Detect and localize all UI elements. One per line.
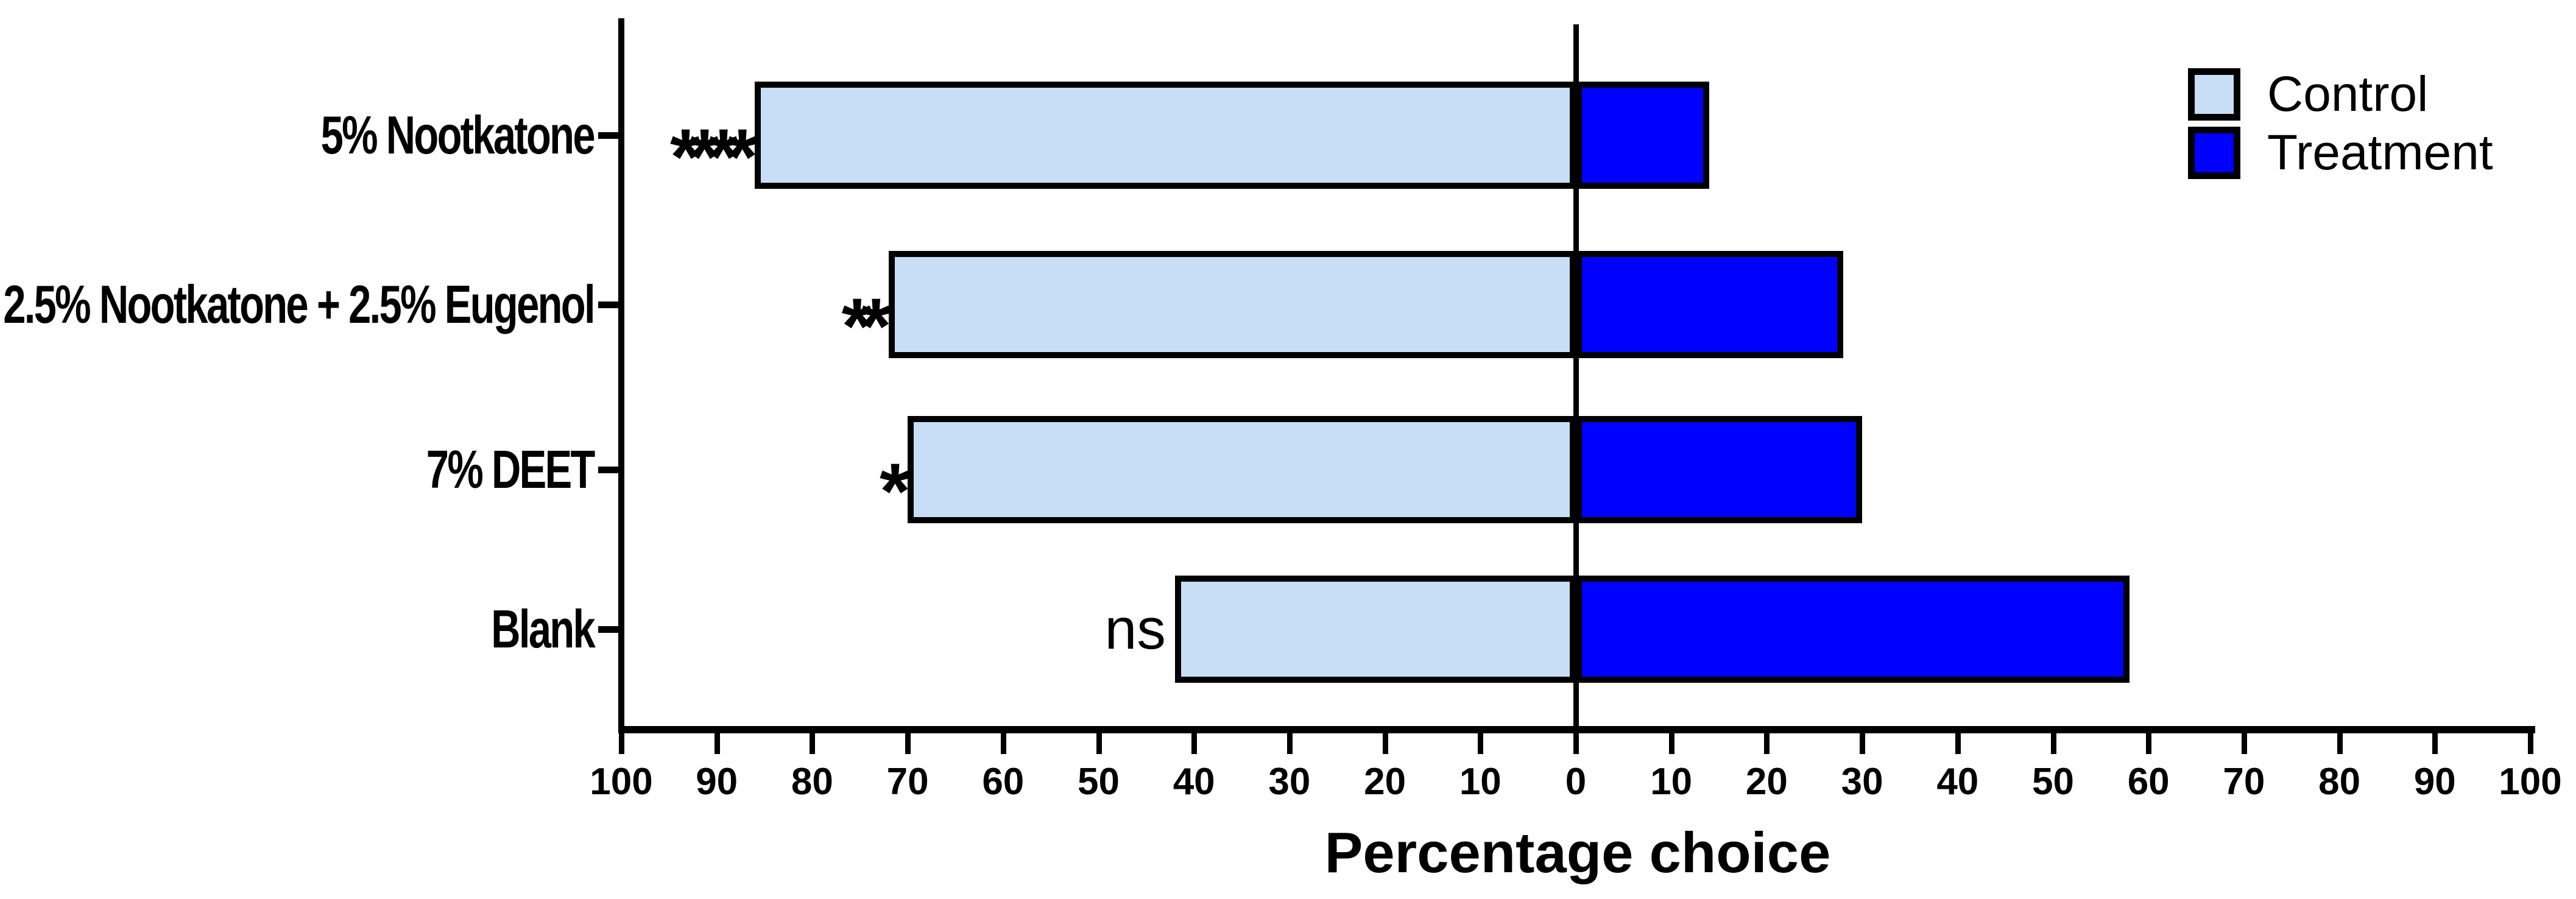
category-label-5-nootkatone: 5% Nootkatone <box>0 82 596 189</box>
x-tick-label-0: 0 <box>1565 761 1587 803</box>
category-label-text: 5% Nootkatone <box>320 105 596 165</box>
x-tick-mark-right-100 <box>2528 733 2533 754</box>
x-tick-mark-left-10 <box>1478 733 1484 754</box>
x-tick-mark-left-40 <box>1191 733 1198 754</box>
significance-text: **** <box>670 112 758 202</box>
x-tick-label-left-90: 90 <box>696 761 738 803</box>
significance-marker-blank: ns <box>1105 576 1166 683</box>
treatment-bar-2-5-nootkatone-2-5-eugenol <box>1576 251 1843 358</box>
x-tick-label-left-100: 100 <box>590 761 653 803</box>
legend: Control Treatment <box>2188 68 2493 185</box>
control-bar-7-deet <box>908 416 1576 523</box>
x-tick-mark-left-90 <box>714 733 720 754</box>
x-tick-label-right-90: 90 <box>2413 761 2456 803</box>
treatment-swatch-icon <box>2188 127 2240 179</box>
legend-item-treatment: Treatment <box>2188 127 2493 179</box>
x-tick-mark-left-20 <box>1382 733 1388 754</box>
x-tick-label-left-60: 60 <box>982 761 1025 803</box>
control-bar-blank <box>1174 576 1576 683</box>
x-tick-mark-left-100 <box>619 733 624 754</box>
y-axis-spine <box>618 18 624 730</box>
x-tick-mark-left-30 <box>1286 733 1293 754</box>
x-tick-label-right-100: 100 <box>2499 761 2562 803</box>
x-tick-label-right-30: 30 <box>1841 761 1883 803</box>
x-tick-mark-right-20 <box>1764 733 1770 754</box>
category-label-text: Blank <box>491 599 595 659</box>
x-tick-label-left-40: 40 <box>1173 761 1215 803</box>
x-tick-label-right-50: 50 <box>2032 761 2074 803</box>
treatment-bar-7-deet <box>1576 416 1863 523</box>
x-tick-label-right-70: 70 <box>2223 761 2265 803</box>
x-axis-title: Percentage choice <box>1324 820 1831 884</box>
x-tick-mark-right-60 <box>2146 733 2152 754</box>
category-tick-blank <box>598 626 623 633</box>
legend-label: Control <box>2267 66 2429 122</box>
x-tick-label-left-20: 20 <box>1364 761 1406 803</box>
x-tick-mark-right-10 <box>1668 733 1674 754</box>
control-bar-2-5-nootkatone-2-5-eugenol <box>888 251 1576 358</box>
category-label-text: 2.5% Nootkatone + 2.5% Eugenol <box>3 274 595 334</box>
x-tick-mark-left-70 <box>905 733 911 754</box>
x-tick-label-right-10: 10 <box>1650 761 1693 803</box>
category-tick-2-5-nootkatone-2-5-eugenol <box>598 301 623 308</box>
category-label-blank: Blank <box>0 576 595 683</box>
x-tick-mark-right-40 <box>1955 733 1961 754</box>
category-tick-5-nootkatone <box>598 132 623 139</box>
treatment-bar-5-nootkatone <box>1576 82 1710 189</box>
x-tick-mark-0 <box>1573 733 1579 754</box>
significance-marker-5-nootkatone: **** <box>670 82 758 201</box>
x-tick-label-right-20: 20 <box>1745 761 1788 803</box>
significance-text: ** <box>841 281 892 371</box>
x-tick-mark-right-30 <box>1860 733 1866 754</box>
x-tick-mark-right-90 <box>2432 733 2438 754</box>
x-tick-label-left-80: 80 <box>791 761 833 803</box>
x-tick-mark-left-50 <box>1096 733 1102 754</box>
x-tick-label-left-10: 10 <box>1459 761 1501 803</box>
x-tick-label-left-50: 50 <box>1078 761 1120 803</box>
control-swatch-icon <box>2188 68 2240 121</box>
x-tick-label-right-60: 60 <box>2127 761 2170 803</box>
legend-item-control: Control <box>2188 68 2493 121</box>
x-tick-label-left-30: 30 <box>1268 761 1311 803</box>
category-label-text: 7% DEET <box>426 439 596 499</box>
legend-label: Treatment <box>2267 125 2493 180</box>
significance-text: ns <box>1104 596 1166 661</box>
significance-marker-2-5-nootkatone-2-5-eugenol: ** <box>842 251 892 370</box>
significance-marker-7-deet: * <box>880 416 911 535</box>
x-tick-mark-left-80 <box>810 733 816 754</box>
x-tick-mark-right-80 <box>2337 733 2343 754</box>
x-tick-mark-right-70 <box>2241 733 2247 754</box>
control-bar-5-nootkatone <box>755 82 1576 189</box>
x-tick-mark-left-60 <box>1000 733 1006 754</box>
x-axis-baseline <box>618 726 2535 733</box>
significance-text: * <box>880 446 911 536</box>
zero-axis-line <box>1573 24 1579 730</box>
treatment-bar-blank <box>1576 576 2130 683</box>
category-label-2-5-nootkatone-2-5-eugenol: 2.5% Nootkatone + 2.5% Eugenol <box>0 251 595 358</box>
x-tick-label-right-40: 40 <box>1936 761 1979 803</box>
category-label-7-deet: 7% DEET <box>0 416 596 523</box>
x-tick-label-right-80: 80 <box>2318 761 2361 803</box>
category-tick-7-deet <box>598 467 623 473</box>
x-tick-label-left-70: 70 <box>886 761 929 803</box>
x-tick-mark-right-50 <box>2050 733 2056 754</box>
